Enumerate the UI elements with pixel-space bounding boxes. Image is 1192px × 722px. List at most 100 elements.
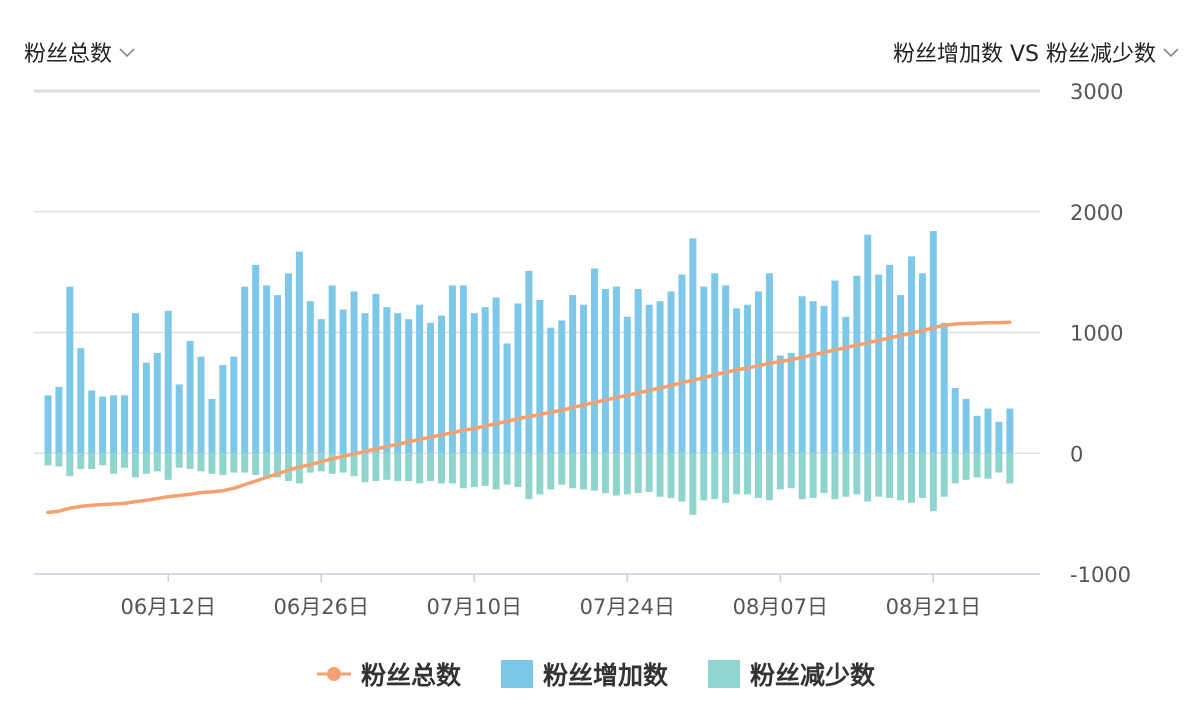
- legend-label-increase: 粉丝增加数: [542, 661, 668, 690]
- bar-increase: [875, 274, 883, 454]
- bar-decrease: [645, 453, 653, 492]
- bar-increase: [612, 286, 620, 454]
- bar-decrease: [547, 453, 555, 490]
- bar-increase: [252, 264, 260, 454]
- bar-decrease: [88, 453, 96, 469]
- legend-line-swatch: [316, 667, 351, 681]
- compare-selector[interactable]: 粉丝增加数 VS 粉丝减少数: [893, 36, 1180, 68]
- total-fans-selector[interactable]: 粉丝总数: [24, 36, 136, 68]
- y-tick-label: 0: [1070, 442, 1083, 466]
- bar-decrease: [481, 453, 489, 486]
- bar-increase: [853, 275, 861, 454]
- bar-decrease: [798, 453, 806, 500]
- bar-decrease: [689, 453, 697, 515]
- bar-decrease: [776, 453, 784, 490]
- bar-increase: [525, 270, 533, 454]
- bar-decrease: [197, 453, 205, 472]
- bar-decrease: [656, 453, 664, 497]
- bar-increase: [110, 395, 118, 454]
- bar-increase: [219, 365, 227, 454]
- bar-increase: [405, 319, 413, 454]
- bar-increase: [197, 356, 205, 454]
- bar-increase: [153, 353, 161, 454]
- bar-decrease: [470, 453, 478, 488]
- bar-decrease: [525, 453, 533, 500]
- bar-increase: [536, 299, 544, 454]
- bar-increase: [744, 304, 752, 454]
- legend-item-increase[interactable]: 粉丝增加数: [500, 656, 668, 692]
- bar-increase: [569, 295, 577, 454]
- bar-increase: [175, 384, 183, 454]
- bar-decrease: [99, 453, 107, 466]
- bar-increase: [88, 390, 96, 454]
- bar-decrease: [274, 453, 282, 478]
- bar-increase: [383, 307, 391, 454]
- legend-item-total[interactable]: 粉丝总数: [316, 656, 461, 692]
- bar-decrease: [984, 453, 992, 479]
- bar-decrease: [940, 453, 948, 497]
- chevron-down-icon: [1163, 48, 1179, 58]
- bar-increase: [995, 421, 1003, 454]
- bar-decrease: [241, 453, 249, 473]
- bar-decrease: [372, 453, 380, 482]
- bar-increase: [306, 301, 314, 454]
- bar-decrease: [219, 453, 227, 475]
- bar-decrease: [929, 453, 937, 512]
- bar-increase: [44, 395, 52, 454]
- bar-increase: [492, 297, 500, 454]
- bar-increase: [973, 415, 981, 454]
- x-tick-label: 06月26日: [274, 595, 369, 619]
- bar-increase: [918, 273, 926, 454]
- bar-decrease: [678, 453, 686, 502]
- bar-decrease: [405, 453, 413, 482]
- bar-decrease: [492, 453, 500, 490]
- bar-decrease: [416, 453, 424, 484]
- bar-decrease: [951, 453, 959, 484]
- bar-decrease: [55, 453, 63, 467]
- bar-decrease: [831, 453, 839, 500]
- bar-decrease: [514, 453, 522, 488]
- y-tick-label: 3000: [1070, 80, 1123, 104]
- bar-increase: [339, 309, 347, 454]
- bar-decrease: [744, 453, 752, 495]
- bar-increase: [503, 343, 511, 454]
- bar-decrease: [66, 453, 74, 477]
- bar-increase: [798, 296, 806, 454]
- bar-decrease: [754, 453, 762, 498]
- bar-decrease: [853, 453, 861, 495]
- chart-legend: 粉丝总数 粉丝增加数 粉丝减少数: [0, 656, 1192, 692]
- bar-decrease: [459, 453, 467, 489]
- legend-item-decrease[interactable]: 粉丝减少数: [708, 656, 875, 692]
- bar-decrease: [77, 453, 85, 469]
- bar-decrease: [394, 453, 402, 482]
- bar-increase: [601, 289, 609, 454]
- bar-increase: [929, 231, 937, 454]
- bar-increase: [700, 286, 708, 454]
- bar-decrease: [437, 453, 445, 484]
- bar-increase: [263, 285, 271, 454]
- bar-increase: [907, 256, 915, 454]
- legend-label-total: 粉丝总数: [360, 661, 461, 690]
- bar-decrease: [864, 453, 872, 502]
- bar-increase: [645, 304, 653, 454]
- bar-increase: [831, 280, 839, 454]
- bar-increase: [481, 307, 489, 454]
- bar-decrease: [230, 453, 238, 473]
- bar-decrease: [121, 453, 129, 468]
- y-tick-label: 1000: [1070, 322, 1123, 346]
- bar-decrease: [503, 453, 511, 485]
- bar-increase: [470, 313, 478, 454]
- bar-decrease: [186, 453, 194, 469]
- bar-increase: [591, 268, 598, 454]
- bar-increase: [55, 386, 63, 454]
- bar-decrease: [339, 453, 347, 473]
- bar-increase: [656, 301, 664, 454]
- bar-decrease: [448, 453, 456, 484]
- bar-decrease: [427, 453, 435, 482]
- bar-increase: [274, 295, 282, 454]
- bar-increase: [787, 353, 795, 454]
- bar-increase: [448, 285, 456, 454]
- bar-increase: [809, 301, 817, 454]
- bar-decrease: [634, 453, 642, 494]
- bar-decrease: [44, 453, 52, 466]
